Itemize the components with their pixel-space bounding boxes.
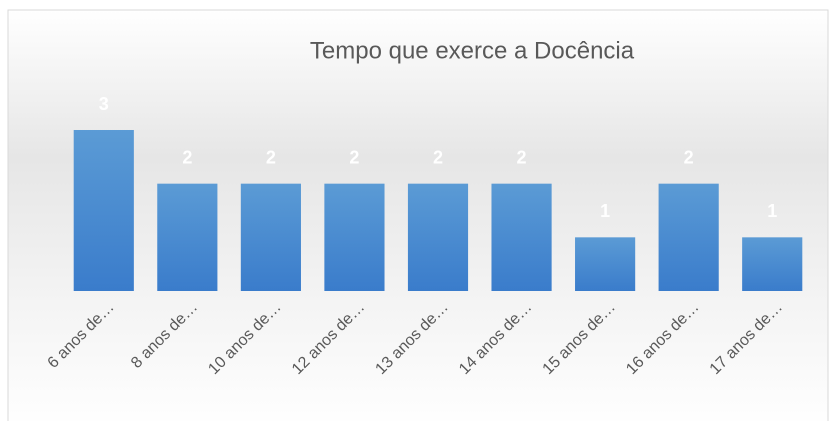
bar [240, 183, 301, 291]
bar [491, 183, 552, 291]
chart-title: Tempo que exerce a Docência [310, 37, 635, 64]
data-label: 2 [517, 147, 527, 167]
bar [73, 130, 134, 291]
data-label: 3 [99, 94, 109, 114]
bar [742, 237, 803, 291]
data-label: 2 [266, 147, 276, 167]
bar [324, 183, 385, 291]
bar [407, 183, 469, 291]
bar [157, 183, 218, 291]
data-label: 2 [182, 147, 192, 167]
data-label: 2 [433, 147, 443, 167]
data-label: 1 [767, 201, 777, 221]
bar [575, 237, 636, 291]
data-label: 2 [684, 147, 694, 167]
data-label: 2 [349, 147, 359, 167]
bar [658, 183, 719, 291]
data-label: 1 [600, 201, 610, 221]
